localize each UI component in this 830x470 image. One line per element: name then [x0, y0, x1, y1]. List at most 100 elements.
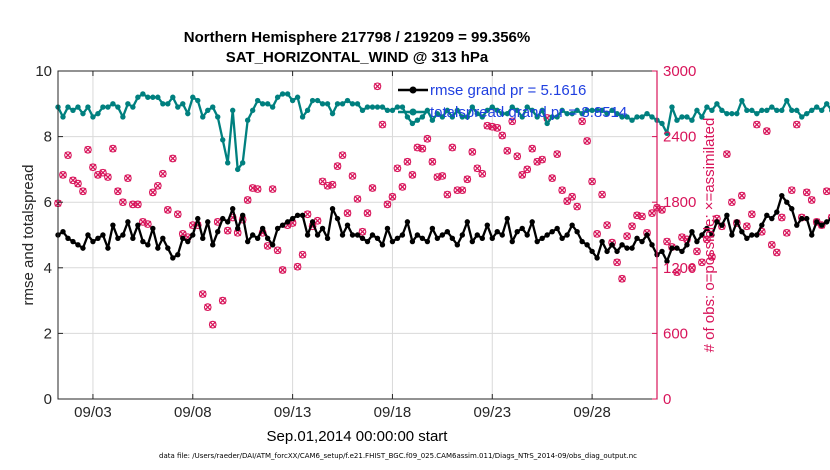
- rmse-point: [369, 232, 376, 238]
- spread-point: [549, 114, 555, 120]
- obs-possible-point: [333, 162, 342, 170]
- obs-assimilated-cross-b: [503, 147, 511, 155]
- obs-possible-point: [478, 169, 487, 178]
- spread-point: [404, 114, 411, 120]
- obs-assimilated-point: [304, 210, 312, 218]
- rmse-point: [594, 255, 600, 261]
- obs-possible-point: [792, 120, 801, 129]
- chart-subtitle: SAT_HORIZONTAL_WIND @ 313 hPa: [226, 49, 489, 66]
- obs-assimilated-cross-b: [224, 227, 232, 235]
- rmse-point: [110, 222, 116, 228]
- obs-assimilated-cross-b: [388, 193, 396, 201]
- obs-assimilated-cross-b: [693, 247, 701, 255]
- spread-point: [664, 130, 670, 137]
- obs-assimilated-point: [139, 218, 147, 226]
- rmse-point: [160, 235, 166, 241]
- obs-assimilated-cross-b: [568, 193, 576, 201]
- rmse-point: [394, 235, 401, 241]
- obs-assimilated-point: [613, 258, 621, 266]
- obs-assimilated-cross-b: [603, 221, 611, 229]
- obs-assimilated-point: [638, 212, 646, 220]
- rmse-point: [664, 258, 670, 264]
- spread-point: [249, 107, 256, 114]
- obs-assimilated-point: [633, 211, 641, 219]
- spread-point: [534, 114, 540, 120]
- obs-assimilated-cross-b: [304, 210, 312, 218]
- spread-point: [634, 114, 640, 120]
- obs-assimilated-cross-b: [124, 174, 132, 182]
- obs-assimilated-point: [84, 146, 92, 154]
- obs-assimilated-point: [393, 164, 401, 172]
- obs-assimilated-point: [753, 121, 761, 129]
- spread-point: [744, 107, 750, 114]
- obs-assimilated-cross-b: [169, 155, 177, 162]
- obs-assimilated-point: [299, 251, 307, 259]
- rmse-point: [165, 245, 171, 251]
- obs-assimilated-cross-b: [403, 158, 411, 166]
- obs-assimilated-point: [538, 156, 546, 164]
- spread-point: [649, 114, 655, 120]
- obs-assimilated-point: [314, 217, 322, 225]
- spread-point: [150, 94, 156, 100]
- rmse-point: [609, 242, 615, 248]
- obs-assimilated-cross-b: [548, 174, 556, 182]
- obs-possible-point: [74, 179, 82, 188]
- spread-point: [824, 101, 830, 107]
- rmse-point: [754, 232, 760, 238]
- obs-assimilated-point: [378, 121, 386, 129]
- rmse-point: [554, 225, 560, 232]
- obs-assimilated-cross-b: [428, 158, 436, 166]
- obs-possible-point: [298, 250, 307, 259]
- obs-assimilated-cross-b: [823, 187, 830, 195]
- obs-assimilated-point: [418, 145, 426, 153]
- obs-possible-point: [338, 151, 347, 160]
- y-tick-label-right: 1200: [663, 260, 696, 277]
- obs-assimilated-point: [483, 122, 491, 130]
- spread-point: [384, 107, 391, 114]
- obs-assimilated-point: [513, 152, 521, 160]
- obs-possible-point: [817, 221, 826, 230]
- obs-assimilated-point: [508, 117, 516, 125]
- spread-point: [749, 107, 755, 114]
- obs-possible-point: [573, 202, 581, 211]
- rmse-point: [814, 219, 820, 225]
- obs-assimilated-cross-b: [468, 148, 476, 156]
- obs-assimilated-cross-b: [738, 192, 746, 200]
- y-tick-label-right: 3000: [663, 63, 696, 80]
- obs-assimilated-cross-b: [538, 156, 546, 164]
- rmse-point: [135, 222, 141, 228]
- spread-point: [499, 110, 505, 117]
- rmse-point: [374, 235, 381, 241]
- rmse-point: [180, 235, 186, 241]
- obs-assimilated-cross-b: [573, 203, 581, 211]
- spread-point: [269, 104, 276, 110]
- obs-assimilated-point: [448, 144, 456, 151]
- obs-possible-point: [787, 186, 796, 195]
- rmse-point: [304, 232, 311, 238]
- rmse-point: [244, 238, 251, 245]
- obs-assimilated-point: [329, 181, 337, 189]
- x-tick-label: 09/03: [74, 404, 112, 421]
- rmse-point: [484, 222, 490, 228]
- rmse-point: [624, 245, 630, 251]
- obs-possible-point: [393, 164, 402, 173]
- rmse-point: [584, 242, 590, 248]
- obs-assimilated-cross-b: [523, 165, 531, 173]
- obs-assimilated-point: [354, 195, 361, 203]
- spread-point: [509, 104, 515, 110]
- obs-assimilated-cross-b: [294, 263, 302, 271]
- spread-point: [434, 110, 441, 117]
- obs-assimilated-cross-b: [219, 297, 227, 305]
- obs-assimilated-cross-b: [69, 176, 77, 184]
- rmse-point: [299, 212, 306, 219]
- obs-possible-point: [568, 192, 576, 201]
- rmse-point: [289, 215, 296, 222]
- obs-possible-point: [463, 175, 472, 184]
- spread-point: [239, 160, 246, 166]
- obs-assimilated-cross-b: [214, 218, 222, 226]
- obs-assimilated-point: [578, 117, 586, 125]
- rmse-point: [474, 232, 480, 238]
- spread-point: [130, 104, 136, 110]
- spread-point: [314, 97, 321, 104]
- rmse-point: [764, 212, 770, 219]
